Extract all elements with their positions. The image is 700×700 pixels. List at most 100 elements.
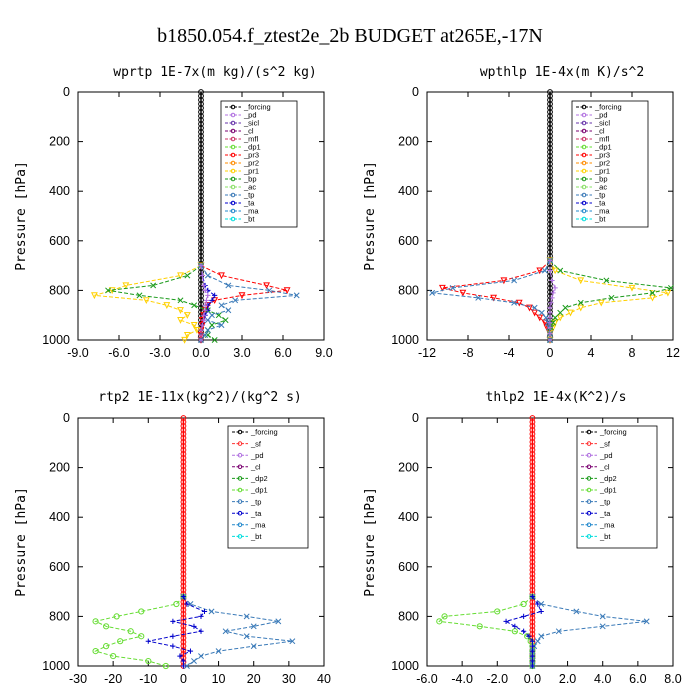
forcing-marker: [180, 487, 187, 493]
forcing-marker: [180, 515, 187, 521]
series-marker-tp: [243, 633, 250, 640]
forcing-marker: [547, 237, 553, 243]
chart-panel-4: thlp2 1E-4x(K^2)/s Pressure [hPa] -6.0 -4.0…: [363, 390, 682, 686]
forcing-marker: [529, 619, 536, 625]
forcing-marker: [547, 105, 553, 111]
x-tick-label: 6.0: [274, 346, 291, 360]
forcing-marker: [547, 169, 553, 175]
forcing-marker: [547, 113, 553, 119]
series-marker-ta: [184, 601, 190, 607]
forcing-marker: [180, 459, 187, 465]
forcing-marker: [529, 527, 536, 533]
forcing-marker: [180, 439, 187, 445]
series-marker-bp: [550, 319, 557, 326]
forcing-marker: [198, 149, 204, 155]
series-marker-pd: [202, 307, 208, 313]
series-marker-tp: [449, 284, 456, 291]
legend-label: _bt: [599, 532, 611, 541]
series-marker-ta: [529, 658, 536, 664]
forcing-marker: [547, 93, 553, 99]
forcing-marker: [198, 125, 204, 131]
series-marker-pd: [547, 267, 553, 274]
legend-marker: [237, 487, 243, 493]
legend-marker: [586, 429, 592, 435]
legend-label: _ma: [243, 207, 259, 216]
series-marker-bp: [211, 337, 218, 343]
series-line-pr3: [442, 260, 551, 340]
series-line-tp: [200, 265, 297, 341]
forcing-marker: [547, 217, 553, 223]
series-marker-tp: [183, 663, 190, 669]
series-marker-tp: [243, 613, 250, 620]
x-tick-label: -10: [139, 672, 157, 686]
series-marker-ta: [177, 653, 183, 659]
series-marker-tp: [531, 304, 538, 311]
series-marker-pr1: [649, 294, 656, 302]
legend-marker: [230, 144, 236, 150]
series-marker-pd: [199, 272, 205, 279]
series-marker-pr1: [664, 289, 672, 297]
series-marker-pr1: [177, 317, 184, 324]
forcing-marker: [180, 483, 187, 489]
legend-marker: [581, 184, 587, 190]
legend-marker: [581, 208, 587, 214]
series-marker-ta: [529, 593, 536, 600]
panel-title: wprtp 1E-7x(m kg)/(s^2 kg): [113, 65, 317, 80]
series-marker-pd: [547, 320, 553, 326]
legend-label: _tp: [599, 497, 610, 506]
series-marker-pr1: [142, 297, 150, 305]
forcing-marker: [180, 647, 187, 653]
x-tick-label: -3.0: [149, 346, 171, 360]
y-tick-label: 600: [49, 560, 70, 574]
forcing-marker: [180, 419, 187, 425]
y-tick-label: 0: [412, 411, 419, 425]
forcing-marker: [529, 459, 536, 465]
x-tick-label: -2.0: [487, 672, 509, 686]
forcing-marker: [529, 631, 536, 637]
forcing-marker: [198, 221, 204, 227]
forcing-marker: [529, 555, 536, 561]
forcing-marker: [180, 503, 187, 509]
series-marker-pr3: [531, 309, 539, 317]
forcing-marker: [529, 503, 536, 509]
series-line-pr1: [94, 265, 202, 341]
forcing-marker: [547, 281, 553, 287]
series-marker-dp1: [127, 628, 134, 635]
forcing-marker: [529, 415, 536, 421]
series-marker-pr3: [263, 282, 271, 290]
series-marker-pr3: [490, 294, 498, 302]
forcing-marker: [180, 579, 187, 585]
legend-label: _pr2: [594, 159, 610, 168]
x-tick-label: 0: [547, 346, 554, 360]
legend-marker: [237, 452, 243, 458]
legend-marker: [581, 120, 587, 126]
forcing-marker: [529, 495, 536, 501]
series-marker-pd: [201, 282, 207, 289]
legend-label: _ta: [594, 199, 606, 208]
forcing-marker: [529, 583, 536, 589]
legend-label: _sf: [250, 439, 262, 448]
y-tick-label: 800: [398, 283, 419, 297]
legend-label: _dp2: [599, 474, 617, 483]
legend-box: [220, 100, 298, 228]
series-marker-bp: [105, 287, 112, 294]
x-tick-label: 0: [180, 672, 187, 686]
series-marker-bp: [208, 322, 215, 329]
series-marker-bp: [557, 267, 564, 274]
forcing-marker: [529, 539, 536, 545]
forcing-marker: [529, 615, 536, 621]
forcing-marker: [198, 289, 204, 295]
series-marker-ta: [180, 663, 187, 669]
series-marker-pr3: [500, 277, 508, 285]
forcing-marker: [547, 181, 553, 187]
series-marker-tp: [475, 294, 482, 301]
forcing-marker: [529, 431, 536, 437]
series-marker-pr3: [541, 319, 549, 327]
y-tick-label: 0: [63, 411, 70, 425]
series-marker-pd: [198, 263, 204, 269]
forcing-marker: [547, 173, 553, 179]
forcing-marker: [198, 173, 204, 179]
y-tick-label: 400: [49, 510, 70, 524]
forcing-marker: [180, 611, 187, 617]
forcing-marker: [529, 567, 536, 573]
